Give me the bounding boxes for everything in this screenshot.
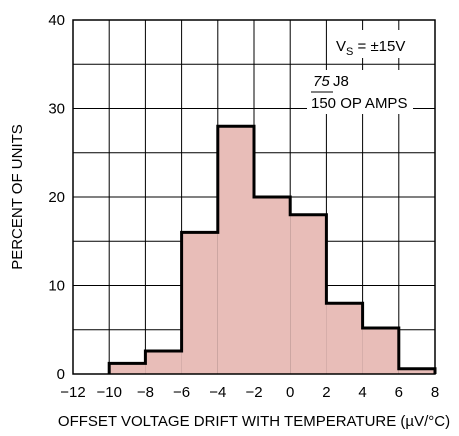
x-axis-label: OFFSET VOLTAGE DRIFT WITH TEMPERATURE (µ… <box>58 413 450 430</box>
x-tick-labels: −12 −10 −8 −6 −4 −2 0 2 4 6 8 <box>60 384 439 401</box>
x-tick-label: 4 <box>358 384 366 401</box>
y-tick-labels: 0 10 20 30 40 <box>48 12 65 383</box>
count-numerator: 75 <box>313 73 330 90</box>
histogram-bar <box>290 214 327 374</box>
x-tick-label: −4 <box>209 384 226 401</box>
count-denominator: 150 OP AMPS <box>311 95 407 112</box>
x-tick-label: 8 <box>431 384 439 401</box>
x-tick-label: 0 <box>286 384 294 401</box>
x-tick-label: −8 <box>137 384 154 401</box>
histogram-bar <box>109 363 146 374</box>
histogram-bars <box>109 126 435 374</box>
y-tick-label: 10 <box>48 278 65 295</box>
x-tick-label: −2 <box>245 384 262 401</box>
histogram-bar <box>254 197 291 374</box>
histogram-outline <box>107 124 437 374</box>
histogram-bar <box>181 232 218 374</box>
histogram-bar <box>326 303 363 374</box>
count-numerator-suffix: J8 <box>333 73 349 90</box>
x-tick-label: 2 <box>322 384 330 401</box>
x-tick-label: −12 <box>60 384 85 401</box>
histogram-bar <box>398 368 435 374</box>
plot-frame <box>72 19 436 375</box>
x-tick-label: 6 <box>395 384 403 401</box>
x-tick-label: −6 <box>173 384 190 401</box>
histogram-bar <box>217 126 254 374</box>
annotation-background <box>332 30 422 58</box>
y-axis-label: PERCENT OF UNITS <box>9 124 26 270</box>
x-tick-label: −10 <box>96 384 121 401</box>
histogram-bar <box>145 350 182 374</box>
y-tick-label: 20 <box>48 189 65 206</box>
y-tick-label: 40 <box>48 12 65 29</box>
supply-voltage-annotation: VS = ±15V <box>336 38 405 58</box>
y-tick-label: 30 <box>48 101 65 118</box>
histogram-bar <box>362 327 399 374</box>
y-tick-label: 0 <box>57 366 65 383</box>
